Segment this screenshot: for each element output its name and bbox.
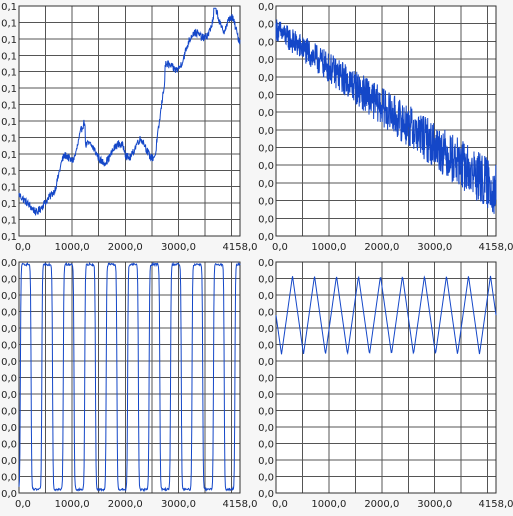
y-tick-label: 0,0 — [258, 37, 274, 48]
x-tick-label: 0,0 — [15, 499, 31, 510]
y-tick-label: 0,0 — [258, 179, 274, 190]
x-tick-label: 3000,0 — [417, 499, 452, 510]
chart-panel-1: 0,1 0,1 0,1 0,1 0,1 0,1 0,1 0,1 0,1 0,1 0,1 0,1 0,1 0… — [1, 2, 257, 253]
x-tick-label: 3000,0 — [417, 242, 452, 253]
y-tick-label: 0,0 — [258, 341, 274, 352]
y-tick-label: 0,0 — [1, 407, 17, 418]
y-tick-label: 0,1 — [1, 166, 17, 177]
y-tick-label: 0,0 — [258, 197, 274, 208]
y-tick-label: 0,0 — [258, 144, 274, 155]
y-tick-label: 0,0 — [1, 275, 17, 286]
y-tick-label: 0,0 — [258, 73, 274, 84]
x-tick-label: 3000,0 — [161, 499, 196, 510]
x-tick-label: 0,0 — [15, 242, 31, 253]
x-tick-label: 2000,0 — [364, 242, 399, 253]
y-tick-label: 0,0 — [258, 423, 274, 434]
y-tick-label: 0,0 — [258, 473, 274, 484]
y-tick-label: 0,1 — [1, 183, 17, 194]
x-tick-label: 1000,0 — [55, 499, 90, 510]
chart-panel-3: 0,0 0,0 0,0 0,0 0,0 0,0 0,0 0,0 0,0 0,0 0,0 0,0 0,0 0… — [1, 258, 257, 510]
y-tick-label: 0,1 — [1, 68, 17, 79]
x-tick-label: 2000,0 — [108, 499, 143, 510]
y-tick-label: 0,0 — [1, 473, 17, 484]
chart-panel-2: 0,0 0,0 0,0 0,0 0,0 0,0 0,0 0,0 0,0 0,0 0,0 0,0 0,0 0… — [258, 2, 513, 253]
y-tick-label: 0,0 — [258, 456, 274, 467]
x-tick-label: 4158,0 — [223, 242, 258, 253]
x-tick-label: 1000,0 — [311, 499, 346, 510]
y-tick-label: 0,0 — [1, 291, 17, 302]
x-tick-label: 4158,0 — [479, 499, 513, 510]
y-tick-label: 0,1 — [1, 35, 17, 46]
y-tick-label: 0,1 — [1, 51, 17, 62]
chart-panel-4: 0,0 0,0 0,0 0,0 0,0 0,0 0,0 0,0 0,0 0,0 0,0 0,0 0,0 0… — [258, 258, 513, 510]
y-tick-label: 0,0 — [258, 258, 274, 269]
y-tick-label: 0,0 — [258, 2, 274, 13]
x-tick-label: 2000,0 — [108, 242, 143, 253]
y-tick-label: 0,0 — [258, 214, 274, 225]
x-tick-label: 3000,0 — [161, 242, 196, 253]
y-tick-label: 0,0 — [258, 108, 274, 119]
y-tick-label: 0,1 — [1, 216, 17, 227]
y-tick-label: 0,0 — [258, 390, 274, 401]
y-tick-label: 0,1 — [1, 2, 17, 13]
y-tick-label: 0,0 — [258, 20, 274, 31]
x-tick-label: 4158,0 — [223, 499, 258, 510]
y-tick-label: 0,0 — [258, 308, 274, 319]
x-tick-label: 1000,0 — [55, 242, 90, 253]
y-tick-label: 0,0 — [1, 258, 17, 269]
y-tick-label: 0,0 — [1, 456, 17, 467]
y-tick-label: 0,0 — [1, 308, 17, 319]
y-tick-label: 0,1 — [1, 133, 17, 144]
x-tick-label: 0,0 — [272, 499, 288, 510]
y-tick-label: 0,0 — [258, 324, 274, 335]
y-tick-label: 0,0 — [258, 357, 274, 368]
y-tick-label: 0,0 — [258, 374, 274, 385]
y-tick-label: 0,0 — [258, 440, 274, 451]
y-tick-label: 0,0 — [258, 55, 274, 66]
y-tick-label: 0,0 — [258, 126, 274, 137]
x-tick-label: 2000,0 — [364, 499, 399, 510]
y-tick-label: 0,0 — [1, 390, 17, 401]
y-tick-label: 0,1 — [1, 150, 17, 161]
y-tick-label: 0,0 — [1, 324, 17, 335]
y-tick-label: 0,0 — [258, 90, 274, 101]
y-tick-label: 0,0 — [1, 374, 17, 385]
y-tick-label: 0,1 — [1, 101, 17, 112]
y-tick-label: 0,0 — [258, 407, 274, 418]
y-tick-label: 0,0 — [258, 291, 274, 302]
y-tick-label: 0,0 — [1, 440, 17, 451]
x-tick-label: 0,0 — [272, 242, 288, 253]
y-tick-label: 0,0 — [1, 357, 17, 368]
y-tick-label: 0,0 — [1, 341, 17, 352]
x-tick-label: 1000,0 — [311, 242, 346, 253]
y-tick-label: 0,1 — [1, 199, 17, 210]
y-tick-label: 0,0 — [258, 161, 274, 172]
y-tick-label: 0,0 — [1, 423, 17, 434]
y-tick-label: 0,1 — [1, 18, 17, 29]
x-tick-label: 4158,0 — [479, 242, 513, 253]
y-tick-label: 0,1 — [1, 84, 17, 95]
y-tick-label: 0,1 — [1, 117, 17, 128]
y-tick-label: 0,0 — [258, 275, 274, 286]
